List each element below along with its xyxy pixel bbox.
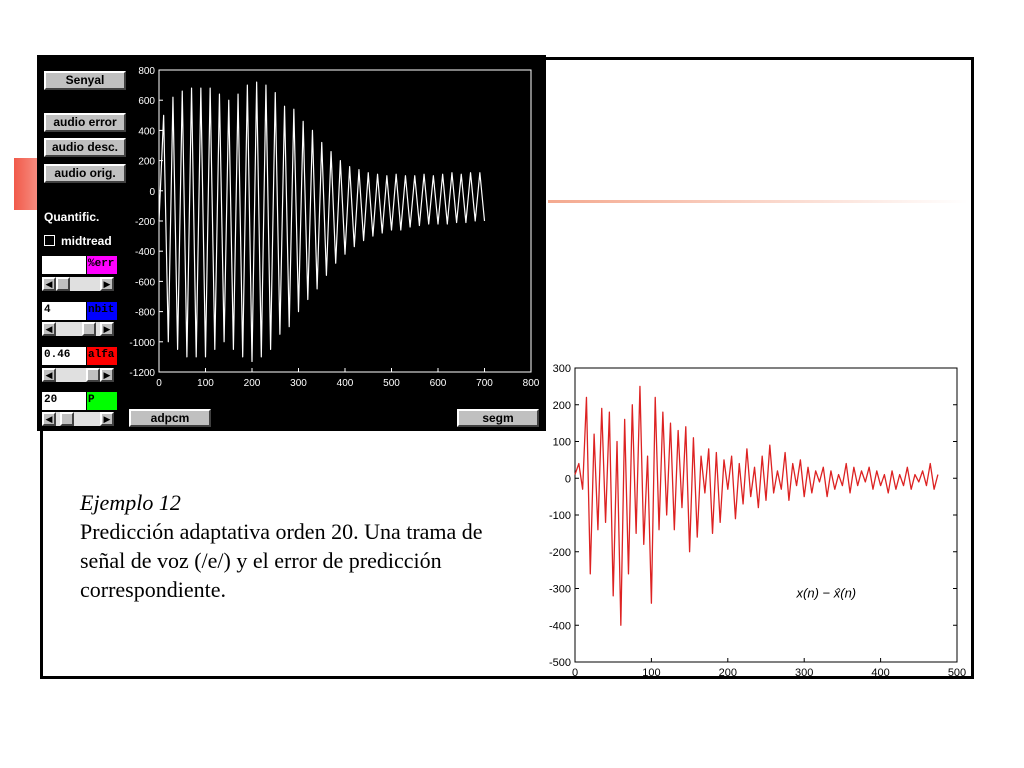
signal-button[interactable]: Senyal <box>44 71 126 90</box>
x-tick-label: 500 <box>383 378 400 389</box>
y-tick-label: 200 <box>138 157 155 168</box>
x-tick-label: 700 <box>476 378 493 389</box>
left-arrow-icon[interactable]: ◀ <box>42 322 56 336</box>
alfa-tag: alfa <box>87 347 117 365</box>
y-tick-label: 200 <box>553 400 571 412</box>
right-arrow-icon[interactable]: ▶ <box>100 277 114 291</box>
audio-orig-button[interactable]: audio orig. <box>44 164 126 183</box>
left-arrow-icon[interactable]: ◀ <box>42 368 56 382</box>
left-arrow-icon[interactable]: ◀ <box>42 277 56 291</box>
scroll-thumb[interactable] <box>56 277 70 291</box>
x-tick-label: 300 <box>290 378 307 389</box>
p-field[interactable]: 20 <box>42 392 86 410</box>
x-tick-label: 0 <box>156 378 162 389</box>
x-tick-label: 0 <box>572 667 578 679</box>
audio-error-button[interactable]: audio error <box>44 113 126 132</box>
y-tick-label: -800 <box>135 308 155 319</box>
y-tick-label: -600 <box>135 277 155 288</box>
x-tick-label: 200 <box>719 667 737 679</box>
err-field[interactable] <box>42 256 86 274</box>
x-tick-label: 400 <box>337 378 354 389</box>
p-tag: P <box>87 392 117 410</box>
x-tick-label: 100 <box>197 378 214 389</box>
slide-caption: Ejemplo 12 Predicción adaptativa orden 2… <box>80 488 510 604</box>
y-tick-label: 300 <box>553 363 571 375</box>
midtread-checkbox-icon[interactable] <box>44 235 55 246</box>
err-scrollbar[interactable]: ◀ ▶ <box>42 277 114 291</box>
quantific-label: Quantific. <box>44 210 100 224</box>
scroll-thumb[interactable] <box>60 412 74 426</box>
y-tick-label: 0 <box>149 187 155 198</box>
y-tick-label: 400 <box>138 126 155 137</box>
x-tick-label: 200 <box>244 378 261 389</box>
nbit-field[interactable]: 4 <box>42 302 86 320</box>
p-scrollbar[interactable]: ◀ ▶ <box>42 412 114 426</box>
scroll-thumb[interactable] <box>82 322 96 336</box>
right-arrow-icon[interactable]: ▶ <box>100 368 114 382</box>
example-description: Predicción adaptativa orden 20. Una tram… <box>80 519 483 602</box>
speech-signal-chart: 0 100 200 300 400 500 600 700 800 800 600 400 200 0 -2… <box>129 66 540 389</box>
alfa-field[interactable]: 0.46 <box>42 347 86 365</box>
y-tick-label: -300 <box>549 584 571 596</box>
err-tag: %err <box>87 256 117 274</box>
left-arrow-icon[interactable]: ◀ <box>42 412 56 426</box>
prediction-error-chart: 0 100 200 300 400 500 300 200 100 0 -100 -200 -300 -4… <box>549 363 966 679</box>
nbit-tag: nbit <box>87 302 117 320</box>
error-annotation: x(n) − x̂(n) <box>796 585 857 600</box>
slide-accent-line <box>548 200 968 203</box>
y-tick-label: -200 <box>135 217 155 228</box>
y-tick-label: -1000 <box>129 338 155 349</box>
y-tick-label: 100 <box>553 437 571 449</box>
y-tick-label: 0 <box>565 473 571 485</box>
y-tick-label: -400 <box>549 620 571 632</box>
x-tick-label: 800 <box>523 378 540 389</box>
data-series-line <box>158 81 486 363</box>
y-tick-label: 600 <box>138 96 155 107</box>
nbit-scrollbar[interactable]: ◀ ▶ <box>42 322 114 336</box>
y-tick-label: -100 <box>549 510 571 522</box>
audio-desc-button[interactable]: audio desc. <box>44 138 126 157</box>
right-arrow-icon[interactable]: ▶ <box>100 322 114 336</box>
midtread-label: midtread <box>61 234 112 248</box>
x-tick-label: 500 <box>948 667 966 679</box>
x-tick-label: 600 <box>430 378 447 389</box>
adpcm-app-panel: Senyal audio error audio desc. audio ori… <box>37 55 546 431</box>
y-tick-label: -400 <box>135 247 155 258</box>
x-tick-label: 100 <box>642 667 660 679</box>
data-series-line <box>574 385 939 626</box>
adpcm-button[interactable]: adpcm <box>129 409 211 427</box>
alfa-scrollbar[interactable]: ◀ ▶ <box>42 368 114 382</box>
segm-button[interactable]: segm <box>457 409 539 427</box>
x-tick-label: 300 <box>795 667 813 679</box>
y-tick-label: -200 <box>549 547 571 559</box>
x-tick-label: 400 <box>871 667 889 679</box>
y-tick-label: -500 <box>549 657 571 669</box>
y-tick-label: -1200 <box>129 368 155 379</box>
example-title: Ejemplo 12 <box>80 490 181 515</box>
right-arrow-icon[interactable]: ▶ <box>100 412 114 426</box>
y-tick-label: 800 <box>138 66 155 77</box>
scroll-thumb[interactable] <box>86 368 100 382</box>
